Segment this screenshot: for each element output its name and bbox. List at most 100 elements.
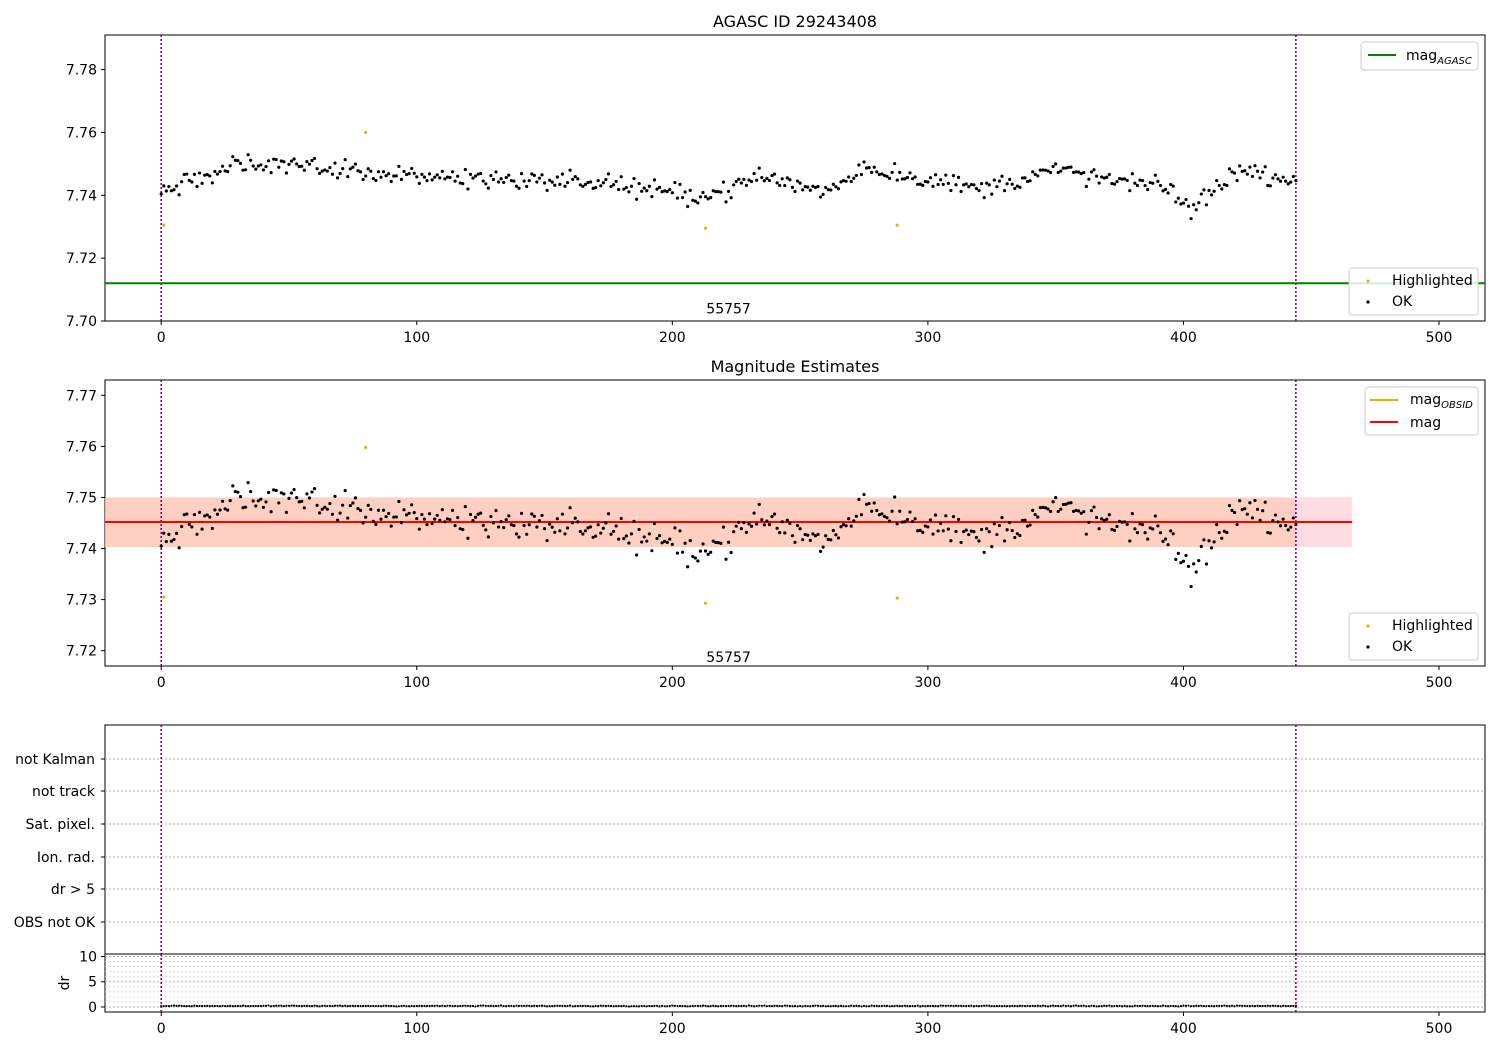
dr-point bbox=[395, 1005, 398, 1008]
ok-point bbox=[581, 184, 585, 188]
ok-point bbox=[1097, 181, 1101, 185]
ok-point bbox=[870, 509, 874, 513]
ok-point bbox=[619, 516, 623, 521]
ok-point bbox=[1243, 169, 1247, 173]
dr-point bbox=[1287, 1004, 1290, 1008]
ok-point bbox=[867, 501, 871, 506]
ok-point bbox=[330, 512, 335, 516]
highlighted-point bbox=[703, 226, 708, 230]
dr-point bbox=[880, 1004, 883, 1007]
dr-point bbox=[663, 1005, 666, 1008]
dr-point bbox=[226, 1005, 229, 1008]
dr-point bbox=[533, 1004, 536, 1007]
ok-point bbox=[1189, 584, 1193, 589]
y-tick-label: 7.72 bbox=[66, 644, 97, 660]
ok-point bbox=[397, 499, 401, 504]
dr-point bbox=[1018, 1004, 1021, 1007]
flag-label-dr-gt-5: dr > 5 bbox=[51, 882, 95, 898]
ok-point bbox=[1253, 498, 1257, 503]
ok-point bbox=[560, 512, 565, 516]
dr-point bbox=[1264, 1004, 1267, 1008]
ok-point bbox=[1033, 512, 1037, 517]
ok-point bbox=[573, 175, 577, 179]
ok-point bbox=[553, 183, 557, 187]
ok-point bbox=[384, 515, 388, 519]
ok-point bbox=[195, 532, 199, 536]
ok-point bbox=[826, 188, 830, 192]
dr-point bbox=[1177, 1005, 1180, 1008]
dr-point bbox=[878, 1005, 881, 1008]
dr-point bbox=[868, 1005, 871, 1008]
ok-point bbox=[169, 539, 174, 543]
dr-point bbox=[717, 1005, 720, 1008]
ok-point bbox=[233, 489, 237, 494]
dr-point bbox=[351, 1004, 354, 1007]
dr-point bbox=[778, 1004, 781, 1008]
ok-point bbox=[665, 540, 669, 544]
ok-point bbox=[588, 525, 593, 529]
ok-point bbox=[565, 181, 570, 185]
ok-point bbox=[816, 532, 820, 537]
y-tick-label: 10 bbox=[79, 950, 97, 966]
ok-point bbox=[719, 541, 723, 545]
ok-point bbox=[1013, 535, 1017, 540]
ok-point bbox=[1202, 188, 1206, 192]
ok-point bbox=[847, 517, 851, 521]
dr-point bbox=[977, 1005, 981, 1008]
ok-point bbox=[655, 187, 659, 191]
dr-point bbox=[185, 1004, 188, 1008]
dr-point bbox=[594, 1004, 597, 1008]
dr-point bbox=[323, 1004, 326, 1007]
dr-point bbox=[257, 1004, 260, 1008]
ok-point bbox=[1051, 164, 1055, 169]
ok-point bbox=[241, 506, 245, 510]
ok-point bbox=[992, 522, 996, 526]
ok-point bbox=[1176, 551, 1180, 555]
ok-point bbox=[1084, 532, 1088, 536]
ok-point bbox=[1212, 540, 1216, 544]
ok-point bbox=[1204, 562, 1209, 566]
dr-point bbox=[699, 1004, 702, 1008]
ok-point bbox=[1143, 183, 1147, 188]
ok-point bbox=[1117, 519, 1122, 523]
dr-point bbox=[1225, 1004, 1228, 1008]
dr-point bbox=[742, 1004, 745, 1007]
ok-point bbox=[801, 188, 805, 192]
ok-point bbox=[1018, 533, 1022, 538]
ok-point bbox=[829, 188, 833, 192]
ok-point bbox=[714, 189, 718, 194]
ok-point bbox=[895, 178, 899, 182]
dr-point bbox=[755, 1004, 758, 1008]
ok-point bbox=[1194, 208, 1198, 212]
ok-point bbox=[1125, 522, 1129, 526]
dr-point bbox=[1207, 1004, 1211, 1008]
dr-point bbox=[402, 1004, 406, 1007]
ok-point bbox=[509, 523, 513, 527]
dr-point bbox=[1269, 1004, 1272, 1008]
ok-point bbox=[780, 177, 784, 181]
x-tick-label: 400 bbox=[1170, 1021, 1197, 1037]
ok-point bbox=[1278, 179, 1283, 183]
ok-point bbox=[852, 176, 856, 180]
dr-point bbox=[714, 1005, 717, 1008]
ok-point bbox=[1240, 508, 1244, 512]
ok-point bbox=[1207, 539, 1211, 543]
ok-point bbox=[1227, 167, 1232, 171]
ok-point bbox=[445, 517, 450, 521]
ok-point bbox=[706, 552, 710, 556]
ok-point bbox=[458, 527, 462, 531]
ok-point bbox=[1138, 178, 1142, 182]
dr-point bbox=[947, 1004, 950, 1007]
ok-point bbox=[1255, 169, 1260, 173]
ok-point bbox=[167, 532, 171, 536]
dr-point bbox=[484, 1004, 487, 1007]
dr-point bbox=[1172, 1004, 1175, 1008]
dr-point bbox=[201, 1004, 204, 1008]
ok-point bbox=[964, 528, 968, 532]
ok-point bbox=[1133, 181, 1137, 185]
ok-point bbox=[816, 185, 820, 189]
ok-point bbox=[525, 184, 529, 189]
ok-point bbox=[749, 179, 754, 184]
dr-point bbox=[630, 1005, 633, 1008]
dr-point bbox=[962, 1004, 965, 1008]
